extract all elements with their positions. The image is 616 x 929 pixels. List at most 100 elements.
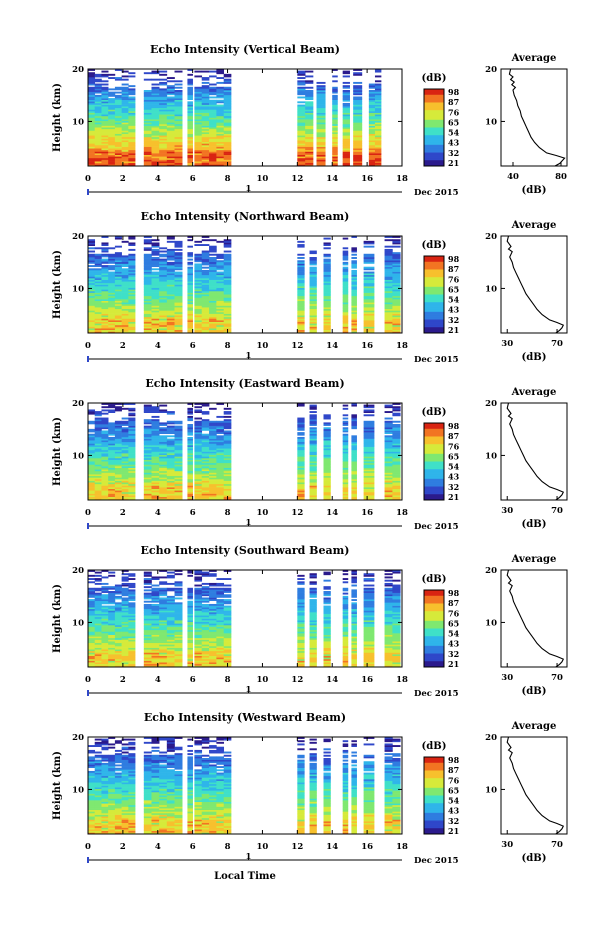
colorbar-tick-label: 65 <box>448 117 459 127</box>
colorbar-tick-label: 54 <box>448 796 460 806</box>
colorbar <box>424 757 444 835</box>
x-tick-label: 10 <box>257 508 269 518</box>
average-profile-line <box>506 569 565 668</box>
chart-title: Echo Intensity (Eastward Beam) <box>145 377 344 390</box>
x-tick-label: 18 <box>396 341 408 351</box>
x-tick-label: 14 <box>326 341 338 351</box>
date-marker-label: 1 <box>246 852 252 862</box>
colorbar-frame <box>423 422 445 501</box>
date-label: Dec 2015 <box>414 856 459 866</box>
average-xlabel: (dB) <box>522 352 547 363</box>
x-tick-label: 6 <box>190 842 196 852</box>
average-x-tick-label: 70 <box>551 339 563 349</box>
x-tick-label: 12 <box>291 341 303 351</box>
y-tick-label: 20 <box>72 733 84 743</box>
x-tick-label: 2 <box>120 675 126 685</box>
average-y-tick-label: 10 <box>485 785 497 795</box>
y-axis-label: Height (km) <box>52 83 63 152</box>
colorbar-tick-label: 21 <box>448 158 459 168</box>
plot-frame <box>87 402 403 501</box>
colorbar-tick-label: 87 <box>448 97 459 107</box>
average-frame <box>500 736 568 835</box>
colorbar-tick-label: 32 <box>448 148 459 158</box>
x-tick-label: 12 <box>291 842 303 852</box>
chart-panel-5: Echo Intensity (Westward Beam)2010Height… <box>52 711 568 866</box>
average-y-tick-label: 20 <box>485 399 497 409</box>
average-y-tick-label: 20 <box>485 65 497 75</box>
heatmap-cells <box>88 236 401 334</box>
colorbar-label: (dB) <box>422 73 447 84</box>
colorbar-tick-label: 32 <box>448 482 459 492</box>
x-tick-label: 12 <box>291 508 303 518</box>
x-tick-label: 8 <box>225 508 231 518</box>
x-tick-label: 16 <box>361 341 373 351</box>
colorbar-tick-label: 21 <box>448 659 459 669</box>
x-tick-label: 16 <box>361 842 373 852</box>
plot-frame <box>87 235 403 334</box>
x-tick-label: 8 <box>225 174 231 184</box>
y-tick-label: 20 <box>72 65 84 75</box>
colorbar-tick-label: 98 <box>448 254 460 264</box>
colorbar-tick-label: 54 <box>448 128 460 138</box>
colorbar <box>424 256 444 334</box>
average-y-tick-label: 20 <box>485 566 497 576</box>
colorbar-tick-label: 98 <box>448 87 460 97</box>
average-xlabel: (dB) <box>522 853 547 864</box>
chart-title: Echo Intensity (Northward Beam) <box>141 210 350 223</box>
x-tick-label: 16 <box>361 675 373 685</box>
average-x-tick-label: 40 <box>507 172 519 182</box>
average-xlabel: (dB) <box>522 185 547 196</box>
colorbar-tick-label: 32 <box>448 649 459 659</box>
colorbar-tick-label: 98 <box>448 588 460 598</box>
x-tick-label: 10 <box>257 174 269 184</box>
colorbar-tick-label: 76 <box>448 274 460 284</box>
chart-panel-3: Echo Intensity (Eastward Beam)2010Height… <box>52 377 568 532</box>
chart-title: Echo Intensity (Westward Beam) <box>144 711 346 724</box>
y-axis-label: Height (km) <box>52 250 63 319</box>
x-tick-label: 18 <box>396 675 408 685</box>
colorbar-tick-label: 87 <box>448 765 459 775</box>
y-axis-label: Height (km) <box>52 751 63 820</box>
colorbar-label: (dB) <box>422 240 447 251</box>
colorbar-tick-label: 43 <box>448 472 460 482</box>
x-tick-label: 14 <box>326 508 338 518</box>
colorbar-frame <box>423 255 445 334</box>
average-x-tick-label: 30 <box>501 339 513 349</box>
x-tick-label: 2 <box>120 174 126 184</box>
y-tick-label: 10 <box>72 618 84 628</box>
chart-title: Echo Intensity (Southward Beam) <box>141 544 350 557</box>
colorbar-tick-label: 98 <box>448 421 460 431</box>
colorbar-tick-label: 65 <box>448 284 459 294</box>
x-tick-label: 8 <box>225 675 231 685</box>
x-tick-label: 12 <box>291 675 303 685</box>
average-frame <box>500 235 568 334</box>
average-profile-line <box>508 68 566 167</box>
average-y-tick-label: 20 <box>485 733 497 743</box>
colorbar-frame <box>423 756 445 835</box>
average-x-tick-label: 70 <box>551 673 563 683</box>
y-axis-label: Height (km) <box>52 584 63 653</box>
x-tick-label: 2 <box>120 842 126 852</box>
colorbar-tick-label: 87 <box>448 598 459 608</box>
colorbar-tick-label: 65 <box>448 618 459 628</box>
chart-title: Echo Intensity (Vertical Beam) <box>150 43 340 56</box>
colorbar-tick-label: 76 <box>448 107 460 117</box>
colorbar-frame <box>423 589 445 668</box>
average-title: Average <box>511 387 557 398</box>
x-tick-label: 0 <box>85 675 91 685</box>
date-marker-label: 1 <box>246 184 252 194</box>
x-tick-label: 0 <box>85 842 91 852</box>
x-tick-label: 4 <box>155 675 161 685</box>
colorbar <box>424 89 444 167</box>
average-frame <box>500 402 568 501</box>
average-title: Average <box>511 220 557 231</box>
plot-frame <box>87 68 403 167</box>
heatmap-cells <box>88 570 401 668</box>
colorbar-tick-label: 43 <box>448 806 460 816</box>
x-tick-label: 6 <box>190 675 196 685</box>
colorbar-tick-label: 43 <box>448 138 460 148</box>
average-y-tick-label: 10 <box>485 117 497 127</box>
date-label: Dec 2015 <box>414 689 459 699</box>
colorbar-tick-label: 76 <box>448 441 460 451</box>
colorbar-tick-label: 43 <box>448 639 460 649</box>
